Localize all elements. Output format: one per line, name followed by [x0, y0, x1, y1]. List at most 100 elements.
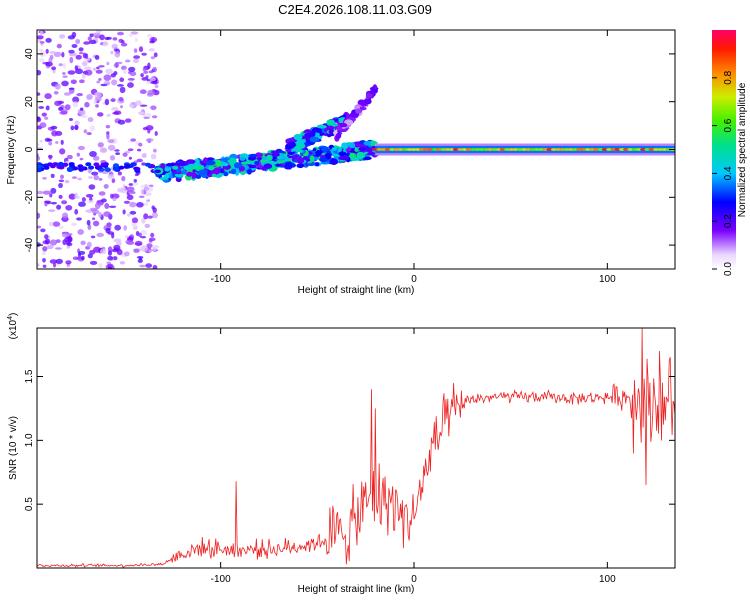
rising-band-blob	[265, 159, 270, 165]
rising-band-blob	[247, 164, 257, 169]
noise-blob	[49, 193, 53, 198]
noise-blob	[69, 118, 73, 121]
noise-blob	[82, 52, 87, 59]
noise-blob	[140, 229, 147, 236]
noise-blob	[122, 209, 126, 215]
noise-blob	[147, 215, 153, 219]
noise-blob	[45, 105, 50, 111]
noise-blob	[125, 59, 131, 63]
snr-panel: -100 0 100 0.5 1.0 1.5 Height of straight lin…	[7, 313, 676, 595]
noise-blob	[49, 259, 58, 264]
noise-blob	[138, 232, 142, 238]
noise-blob	[137, 259, 143, 263]
x-tick-label: -100	[211, 274, 231, 285]
noise-streak-blob	[79, 166, 86, 171]
spectrogram-xlabel: Height of straight line (km)	[298, 285, 415, 296]
rising-band-blob	[213, 167, 221, 175]
noise-blob	[42, 246, 48, 252]
upper-streak-blob	[291, 148, 300, 152]
colorbar-tick-label: 0.6	[723, 118, 734, 132]
noise-streak-blob	[113, 167, 120, 172]
noise-streak-blob	[88, 165, 95, 170]
noise-blob	[93, 155, 100, 161]
noise-blob	[128, 104, 135, 108]
noise-blob	[116, 249, 123, 256]
noise-blob	[44, 238, 51, 245]
noise-blob	[137, 148, 142, 152]
noise-blob	[148, 184, 154, 187]
rising-band-blob	[297, 157, 305, 164]
rising-band-blob	[320, 146, 327, 152]
noise-blob	[141, 162, 146, 166]
noise-blob	[116, 84, 124, 87]
noise-blob	[130, 138, 137, 142]
noise-blob	[150, 232, 155, 238]
noise-streak-blob	[68, 162, 75, 167]
noise-blob	[81, 197, 86, 202]
noise-blob	[62, 75, 68, 78]
snr-multiplier: (x104)	[7, 313, 19, 340]
noise-blob	[107, 139, 115, 144]
rising-band-blob	[255, 152, 261, 158]
noise-blob	[143, 213, 149, 220]
noise-blob	[104, 98, 110, 106]
noise-blob	[151, 205, 155, 210]
noise-blob	[103, 184, 109, 189]
rising-band-blob	[256, 156, 263, 161]
noise-blob	[37, 116, 42, 123]
noise-blob	[133, 222, 138, 229]
rising-band-blob	[367, 151, 376, 156]
upper-streak-blob	[369, 90, 376, 95]
noise-blob	[54, 100, 62, 107]
rising-band-blob	[349, 152, 357, 159]
noise-blob	[119, 86, 126, 94]
noise-blob	[111, 79, 118, 86]
noise-blob	[98, 211, 102, 218]
noise-blob	[50, 187, 57, 194]
noise-blob	[59, 148, 66, 155]
noise-blob	[93, 99, 97, 105]
noise-blob	[96, 232, 104, 238]
noise-streak-blob	[58, 165, 65, 170]
noise-blob	[38, 106, 45, 109]
noise-blob	[146, 199, 151, 202]
noise-blob	[98, 263, 103, 269]
noise-blob	[37, 190, 44, 195]
noise-blob	[150, 105, 157, 111]
noise-blob	[56, 204, 62, 210]
noise-blob	[97, 142, 104, 148]
noise-blob	[86, 132, 92, 136]
rising-band-blob	[362, 156, 372, 161]
noise-blob	[92, 220, 100, 227]
noise-blob	[75, 54, 82, 60]
noise-streak-blob	[37, 168, 42, 173]
upper-streak-blob	[355, 108, 362, 114]
noise-blob	[60, 139, 64, 145]
noise-blob	[39, 41, 45, 44]
noise-blob	[61, 51, 65, 58]
noise-blob	[49, 239, 58, 246]
rising-band-blob	[178, 160, 188, 167]
noise-blob	[80, 114, 88, 119]
noise-blob	[91, 171, 99, 176]
noise-blob	[42, 264, 47, 268]
noise-blob	[88, 184, 96, 190]
noise-blob	[85, 194, 94, 198]
noise-blob	[65, 205, 73, 211]
noise-blob	[39, 30, 44, 36]
noise-blob	[123, 200, 130, 204]
noise-blob	[114, 51, 121, 58]
noise-blob	[127, 148, 134, 152]
rising-band-blob	[341, 142, 348, 149]
rising-band-blob	[222, 162, 229, 167]
snr-frame	[36, 327, 676, 569]
y-tick-label: 1.0	[24, 433, 35, 447]
noise-blob	[102, 40, 109, 47]
rising-band-blob	[223, 171, 229, 177]
noise-blob	[89, 33, 94, 38]
rising-band-blob	[164, 167, 170, 172]
rising-band-blob	[329, 158, 338, 165]
noise-blob	[148, 48, 155, 52]
noise-blob	[37, 35, 44, 40]
noise-blob	[96, 66, 100, 70]
